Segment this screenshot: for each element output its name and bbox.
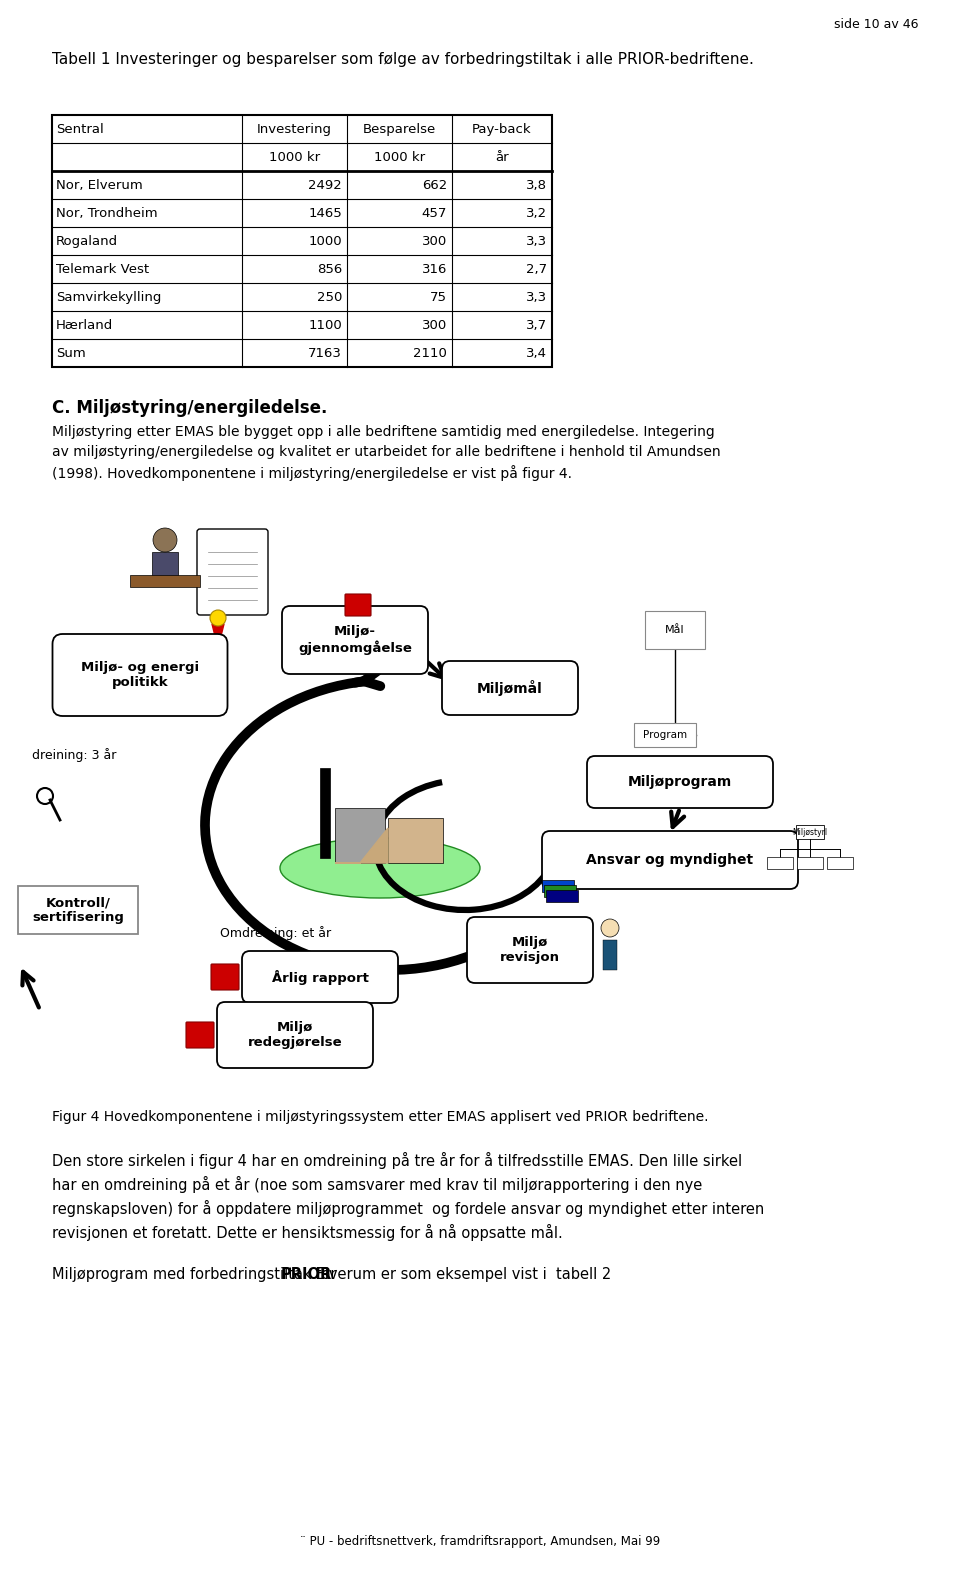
Text: 1465: 1465: [308, 206, 342, 220]
Text: Miljøstyrl: Miljøstyrl: [792, 828, 828, 836]
Text: 316: 316: [421, 262, 447, 275]
Bar: [544, 884, 576, 897]
Text: Besparelse: Besparelse: [363, 123, 436, 135]
Text: Rogaland: Rogaland: [56, 234, 118, 248]
Bar: [542, 880, 574, 892]
FancyBboxPatch shape: [242, 950, 398, 1002]
Bar: [18, 886, 138, 935]
Circle shape: [210, 610, 226, 625]
Text: Telemark Vest: Telemark Vest: [56, 262, 149, 275]
FancyBboxPatch shape: [211, 965, 239, 990]
Bar: [52, 115, 552, 368]
Text: Elverum er som eksempel vist i  tabell 2: Elverum er som eksempel vist i tabell 2: [311, 1266, 612, 1282]
Text: Mål: Mål: [665, 625, 684, 635]
Text: år: år: [495, 151, 509, 163]
FancyBboxPatch shape: [345, 594, 371, 616]
Text: 1100: 1100: [308, 319, 342, 331]
Text: Sentral: Sentral: [56, 123, 104, 135]
Text: Hærland: Hærland: [56, 319, 113, 331]
Text: 300: 300: [421, 234, 447, 248]
FancyBboxPatch shape: [217, 1002, 373, 1068]
Bar: [130, 575, 200, 588]
Text: Nor, Elverum: Nor, Elverum: [56, 179, 143, 192]
FancyBboxPatch shape: [186, 1023, 214, 1048]
Text: Miljøstyring etter EMAS ble bygget opp i alle bedriftene samtidig med energilede: Miljøstyring etter EMAS ble bygget opp i…: [52, 426, 721, 481]
Bar: [388, 818, 443, 862]
Text: 3,3: 3,3: [526, 291, 547, 303]
Text: C. Miljøstyring/energiledelse.: C. Miljøstyring/energiledelse.: [52, 399, 327, 416]
Text: side 10 av 46: side 10 av 46: [833, 17, 918, 31]
Text: Samvirkekylling: Samvirkekylling: [56, 291, 161, 303]
Text: 3,4: 3,4: [526, 347, 547, 360]
Text: Figur 4 Hovedkomponentene i miljøstyringssystem etter EMAS applisert ved PRIOR b: Figur 4 Hovedkomponentene i miljøstyring…: [52, 1111, 708, 1123]
Text: Sum: Sum: [56, 347, 85, 360]
Text: Tabell 1 Investeringer og besparelser som følge av forbedringstiltak i alle PRIO: Tabell 1 Investeringer og besparelser so…: [52, 52, 754, 68]
Bar: [152, 551, 178, 580]
Text: Miljø
redegjørelse: Miljø redegjørelse: [248, 1021, 343, 1049]
Text: Ansvar og myndighet: Ansvar og myndighet: [587, 853, 754, 867]
Circle shape: [153, 528, 177, 551]
Text: Nor, Trondheim: Nor, Trondheim: [56, 206, 157, 220]
Text: 1000: 1000: [308, 234, 342, 248]
Text: 250: 250: [317, 291, 342, 303]
Text: ¨ PU - bedriftsnettverk, framdriftsrapport, Amundsen, Mai 99: ¨ PU - bedriftsnettverk, framdriftsrappo…: [300, 1535, 660, 1547]
Text: 2,7: 2,7: [526, 262, 547, 275]
Bar: [767, 858, 793, 869]
FancyBboxPatch shape: [197, 529, 268, 614]
Text: Miljøprogram: Miljøprogram: [628, 775, 732, 789]
Text: Den store sirkelen i figur 4 har en omdreining på tre år for å tilfredsstille EM: Den store sirkelen i figur 4 har en omdr…: [52, 1152, 764, 1241]
FancyArrow shape: [603, 939, 617, 969]
FancyBboxPatch shape: [53, 635, 228, 716]
Text: 662: 662: [421, 179, 447, 192]
Text: Miljø-
gjennomgåelse: Miljø- gjennomgåelse: [298, 625, 412, 655]
Bar: [797, 858, 823, 869]
FancyBboxPatch shape: [542, 831, 798, 889]
FancyBboxPatch shape: [442, 661, 578, 715]
Text: 1000 kr: 1000 kr: [374, 151, 425, 163]
FancyBboxPatch shape: [587, 756, 773, 807]
Text: Årlig rapport: Årlig rapport: [272, 969, 369, 985]
Text: 2110: 2110: [413, 347, 447, 360]
Polygon shape: [212, 624, 224, 639]
Bar: [320, 768, 330, 858]
Text: dreining: 3 år: dreining: 3 år: [32, 748, 116, 762]
Polygon shape: [335, 828, 388, 862]
Bar: [634, 723, 696, 746]
Text: 300: 300: [421, 319, 447, 331]
Circle shape: [601, 919, 619, 936]
Text: Miljømål: Miljømål: [477, 680, 542, 696]
Text: Miljøprogram med forbedringstiltak for: Miljøprogram med forbedringstiltak for: [52, 1266, 341, 1282]
Text: 3,2: 3,2: [526, 206, 547, 220]
Text: Omdreining: et år: Omdreining: et år: [220, 925, 331, 939]
Text: Miljø- og energi
politikk: Miljø- og energi politikk: [81, 661, 199, 690]
Text: Pay-back: Pay-back: [472, 123, 532, 135]
Text: Kontroll/
sertifisering: Kontroll/ sertifisering: [32, 895, 124, 924]
Text: 3,3: 3,3: [526, 234, 547, 248]
Text: PRIOR: PRIOR: [280, 1266, 331, 1282]
FancyBboxPatch shape: [467, 917, 593, 983]
Text: 7163: 7163: [308, 347, 342, 360]
Text: 75: 75: [430, 291, 447, 303]
Text: Miljø
revisjon: Miljø revisjon: [500, 936, 560, 965]
Text: 1000 kr: 1000 kr: [269, 151, 320, 163]
Text: 457: 457: [421, 206, 447, 220]
Text: Program: Program: [643, 731, 687, 740]
Text: Prosedyrer: Prosedyrer: [518, 943, 578, 952]
FancyBboxPatch shape: [282, 606, 428, 674]
Bar: [335, 807, 385, 862]
Bar: [546, 891, 578, 902]
Text: Investering: Investering: [257, 123, 332, 135]
Bar: [827, 858, 853, 869]
Text: 3,8: 3,8: [526, 179, 547, 192]
Bar: [796, 825, 824, 839]
Text: 3,7: 3,7: [526, 319, 547, 331]
Text: 856: 856: [317, 262, 342, 275]
Text: 2492: 2492: [308, 179, 342, 192]
Ellipse shape: [280, 837, 480, 899]
Bar: [645, 611, 705, 649]
